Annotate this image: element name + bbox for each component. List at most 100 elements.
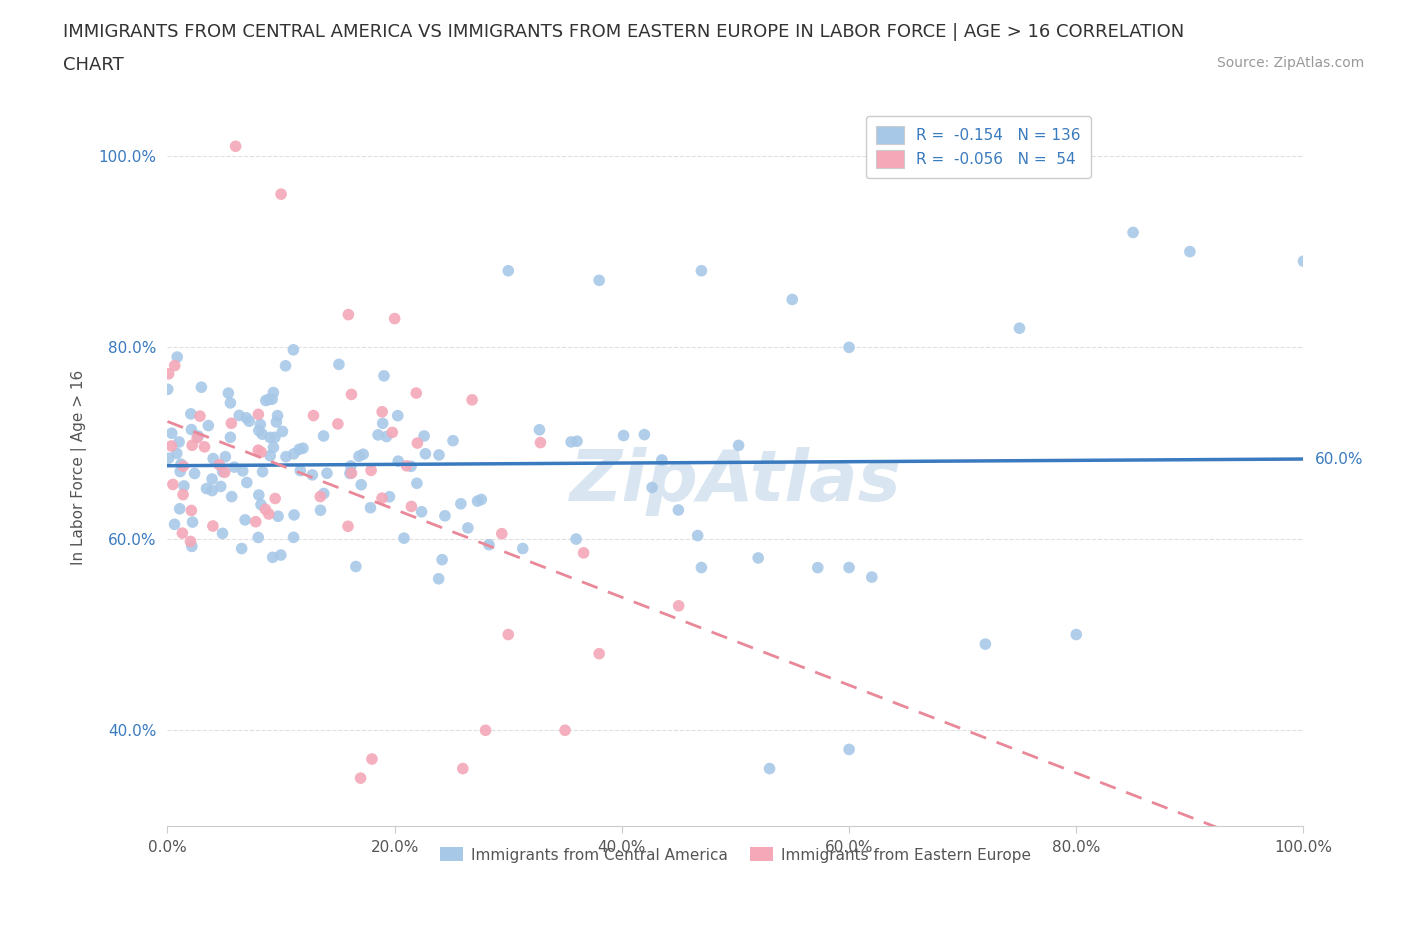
Point	[337, 519, 360, 534]
Point	[367, 428, 389, 443]
Point	[352, 446, 374, 461]
Point	[162, 477, 184, 492]
Point	[173, 479, 195, 494]
Point	[283, 342, 305, 357]
Point	[360, 463, 382, 478]
Point	[512, 541, 534, 556]
Point	[160, 439, 183, 454]
Point	[170, 457, 193, 472]
Text: ZipAtlas: ZipAtlas	[569, 447, 901, 516]
Point	[747, 551, 769, 565]
Point	[588, 646, 610, 661]
Point	[262, 385, 284, 400]
Point	[1292, 254, 1315, 269]
Point	[326, 417, 349, 432]
Point	[301, 468, 323, 483]
Point	[690, 560, 713, 575]
Point	[172, 525, 194, 540]
Point	[288, 442, 311, 457]
Point	[401, 499, 423, 514]
Point	[290, 463, 312, 478]
Point	[666, 502, 689, 517]
Legend: Immigrants from Central America, Immigrants from Eastern Europe: Immigrants from Central America, Immigra…	[434, 842, 1038, 869]
Point	[668, 598, 690, 613]
Point	[838, 560, 860, 575]
Point	[201, 484, 224, 498]
Point	[201, 472, 224, 486]
Point	[157, 451, 180, 466]
Point	[274, 358, 297, 373]
Point	[780, 292, 803, 307]
Point	[838, 742, 860, 757]
Point	[361, 751, 384, 766]
Point	[209, 479, 232, 494]
Point	[690, 263, 713, 278]
Point	[405, 386, 427, 401]
Point	[399, 458, 422, 473]
Point	[554, 723, 576, 737]
Point	[474, 723, 496, 737]
Point	[344, 559, 367, 574]
Point	[309, 503, 332, 518]
Point	[247, 407, 270, 422]
Point	[262, 440, 284, 455]
Point	[427, 571, 450, 586]
Point	[283, 530, 305, 545]
Point	[350, 477, 373, 492]
Point	[381, 425, 404, 440]
Point	[427, 447, 450, 462]
Point	[262, 550, 284, 565]
Point	[167, 434, 190, 449]
Point	[180, 422, 202, 437]
Point	[339, 465, 361, 480]
Point	[302, 408, 325, 423]
Point	[224, 459, 246, 474]
Point	[588, 272, 610, 287]
Point	[166, 446, 188, 461]
Point	[257, 392, 280, 406]
Point	[1008, 321, 1031, 336]
Point	[211, 526, 233, 541]
Point	[651, 453, 673, 468]
Point	[231, 541, 253, 556]
Point	[283, 508, 305, 523]
Point	[387, 454, 409, 469]
Point	[259, 448, 281, 463]
Point	[250, 427, 273, 442]
Point	[197, 418, 219, 433]
Point	[1064, 627, 1087, 642]
Point	[219, 395, 242, 410]
Point	[441, 433, 464, 448]
Point	[340, 458, 363, 473]
Point	[450, 497, 472, 512]
Point	[160, 426, 183, 441]
Point	[529, 422, 551, 437]
Point	[1122, 225, 1144, 240]
Point	[359, 500, 381, 515]
Point	[172, 487, 194, 502]
Text: 60.0%: 60.0%	[1315, 452, 1364, 467]
Point	[529, 435, 551, 450]
Point	[233, 512, 256, 527]
Text: IMMIGRANTS FROM CENTRAL AMERICA VS IMMIGRANTS FROM EASTERN EUROPE IN LABOR FORCE: IMMIGRANTS FROM CENTRAL AMERICA VS IMMIG…	[63, 23, 1184, 41]
Point	[247, 530, 270, 545]
Point	[413, 429, 436, 444]
Point	[1178, 245, 1201, 259]
Point	[312, 429, 335, 444]
Point	[180, 406, 202, 421]
Point	[249, 417, 271, 432]
Point	[190, 379, 212, 394]
Point	[179, 534, 201, 549]
Point	[860, 570, 883, 585]
Point	[180, 503, 202, 518]
Point	[264, 430, 287, 445]
Point	[349, 771, 371, 786]
Point	[238, 414, 260, 429]
Point	[264, 491, 287, 506]
Point	[371, 491, 394, 506]
Point	[387, 408, 409, 423]
Point	[375, 429, 398, 444]
Point	[309, 489, 332, 504]
Point	[186, 431, 208, 445]
Point	[181, 514, 204, 529]
